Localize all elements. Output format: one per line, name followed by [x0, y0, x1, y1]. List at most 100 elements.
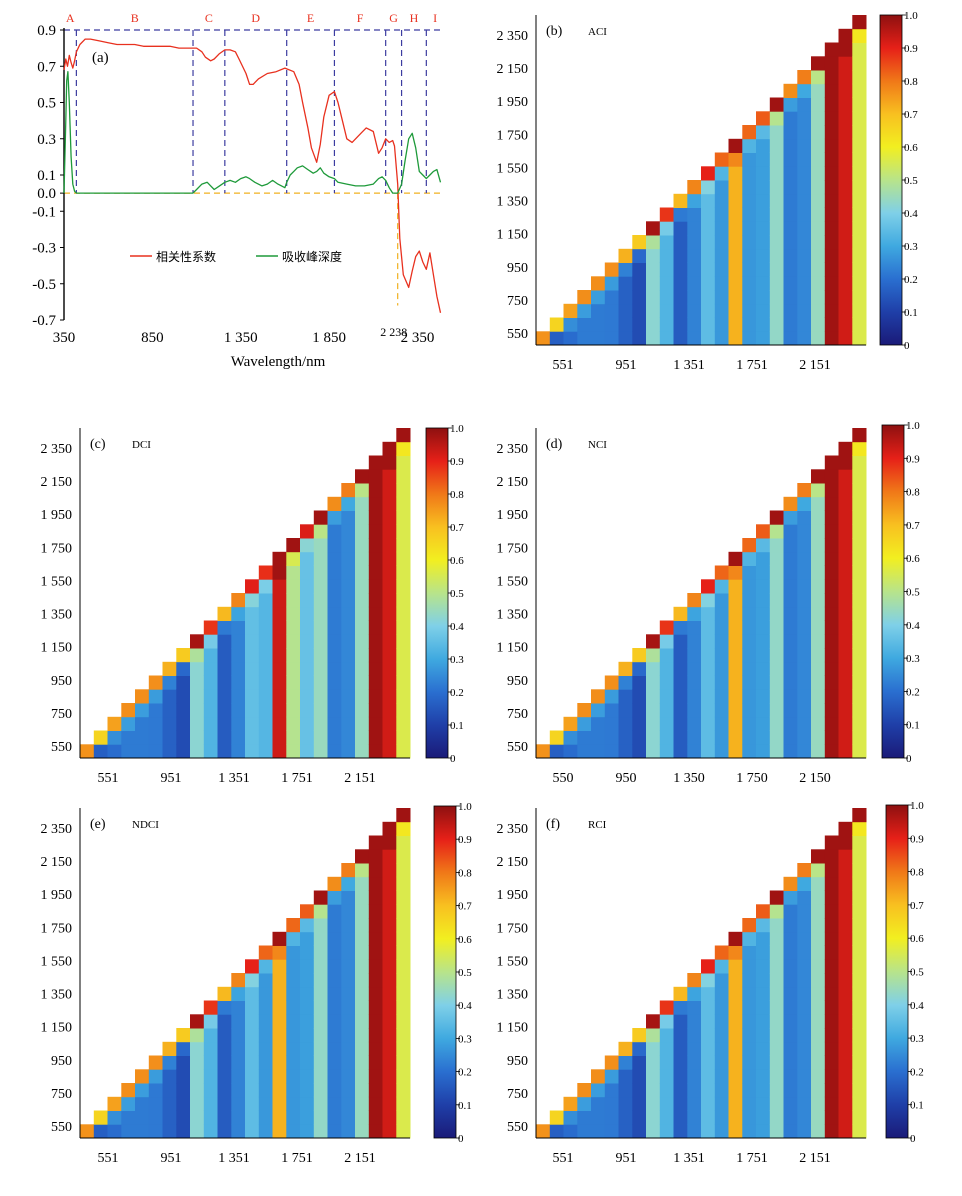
- heatmap-cell: [687, 634, 702, 649]
- heatmap-cell: [728, 317, 743, 332]
- heatmap-cell: [355, 579, 370, 594]
- heatmap-cell: [852, 455, 867, 470]
- heatmap-cell: [769, 1041, 784, 1056]
- heatmap-cell: [756, 661, 771, 676]
- heatmap-cell: [396, 579, 411, 594]
- heatmap-cell: [646, 675, 661, 690]
- heatmap-cell: [245, 1083, 260, 1098]
- heatmap-cell: [673, 1124, 688, 1139]
- heatmap-cell: [577, 744, 592, 759]
- heatmap-cell: [231, 1055, 246, 1070]
- heatmap-cell: [852, 70, 867, 85]
- heatmap-cell: [687, 221, 702, 236]
- heatmap-cell: [769, 648, 784, 663]
- heatmap-cell: [190, 1083, 205, 1098]
- heatmap-cell: [852, 634, 867, 649]
- heatmap-cell: [190, 716, 205, 731]
- heatmap-cell: [618, 1096, 633, 1111]
- heatmap-cell: [783, 634, 798, 649]
- heatmap-cell: [811, 1096, 826, 1111]
- heatmap-cell: [341, 648, 356, 663]
- heatmap-cell: [272, 1055, 287, 1070]
- y-tick-label: 2 150: [497, 855, 529, 870]
- heatmap-cell: [852, 661, 867, 676]
- heatmap-cell: [549, 331, 564, 346]
- heatmap-cell: [824, 730, 839, 745]
- y-tick-label: -0.3: [32, 241, 56, 257]
- heatmap-cell: [327, 1041, 342, 1056]
- heatmap-cell: [687, 1083, 702, 1098]
- heatmap-cell: [231, 634, 246, 649]
- colorbar-gradient: [879, 14, 903, 346]
- heatmap-cell: [838, 579, 853, 594]
- x-tick-label: 1 351: [673, 358, 705, 373]
- heatmap-cell: [811, 1055, 826, 1070]
- heatmap-cell: [783, 986, 798, 1001]
- heatmap-cell: [203, 1028, 218, 1043]
- colorbar-tick-label: 0.3: [904, 241, 918, 253]
- heatmap-cell: [300, 918, 315, 933]
- heatmap-cell: [313, 904, 328, 919]
- heatmap-cell: [549, 730, 564, 745]
- heatmap-cell: [382, 606, 397, 621]
- heatmap-cell: [341, 606, 356, 621]
- heatmap-cells: [536, 428, 867, 759]
- heatmap-cell: [824, 593, 839, 608]
- heatmap-cell: [797, 551, 812, 566]
- heatmap-cell: [135, 730, 150, 745]
- heatmap-cell: [742, 317, 757, 332]
- heatmap-cell: [701, 661, 716, 676]
- heatmap-cell: [604, 744, 619, 759]
- heatmap-cell: [756, 1110, 771, 1125]
- heatmap-cell: [313, 1041, 328, 1056]
- colorbar-tick-label: 0.1: [458, 1100, 472, 1112]
- heatmap-cell: [368, 986, 383, 1001]
- heatmap-cell: [162, 1096, 177, 1111]
- heatmap-cell: [811, 331, 826, 346]
- colorbar-tick-label: 0.9: [906, 453, 920, 465]
- heatmap-cell: [245, 661, 260, 676]
- heatmap-cell: [396, 538, 411, 553]
- region-label: D: [251, 11, 260, 25]
- heatmap-cell: [327, 496, 342, 511]
- heatmap-cell: [742, 689, 757, 704]
- heatmap-cell: [783, 524, 798, 539]
- y-tick-label: 950: [51, 1054, 72, 1069]
- heatmap-cell: [673, 689, 688, 704]
- heatmap-cell: [382, 945, 397, 960]
- heatmap-cell: [286, 1041, 301, 1056]
- heatmap-cell: [591, 1124, 606, 1139]
- heatmap-cell: [632, 689, 647, 704]
- heatmap-cell: [396, 1028, 411, 1043]
- heatmap-cell: [341, 496, 356, 511]
- heatmap-cell: [687, 1055, 702, 1070]
- heatmap-cell: [728, 1110, 743, 1125]
- heatmap-cell: [217, 689, 232, 704]
- heatmap-cell: [673, 235, 688, 250]
- heatmap-cell: [852, 744, 867, 759]
- heatmap-cell: [396, 606, 411, 621]
- heatmap-cell: [646, 262, 661, 277]
- heatmap-cell: [368, 1055, 383, 1070]
- heatmap-cell: [852, 821, 867, 836]
- heatmap-cell: [577, 331, 592, 346]
- heatmap-cell: [313, 973, 328, 988]
- heatmap-cell: [742, 593, 757, 608]
- colorbar-tick-label: 0.5: [458, 967, 472, 979]
- heatmap-cell: [659, 661, 674, 676]
- heatmap-cell: [728, 703, 743, 718]
- heatmap-cell: [701, 634, 716, 649]
- heatmap-cell: [300, 1124, 315, 1139]
- y-tick-label: -0.1: [32, 204, 56, 220]
- heatmap-cell: [618, 290, 633, 305]
- heatmap-cell: [203, 730, 218, 745]
- heatmap-cell: [838, 821, 853, 836]
- heatmap-cell: [121, 744, 136, 759]
- heatmap-cell: [769, 620, 784, 635]
- heatmap-cell: [659, 675, 674, 690]
- heatmap-cell: [852, 945, 867, 960]
- heatmap-cell: [355, 1028, 370, 1043]
- colorbar-tick-label: 1.0: [910, 800, 924, 812]
- heatmap-cell: [162, 730, 177, 745]
- heatmap-cell: [687, 648, 702, 663]
